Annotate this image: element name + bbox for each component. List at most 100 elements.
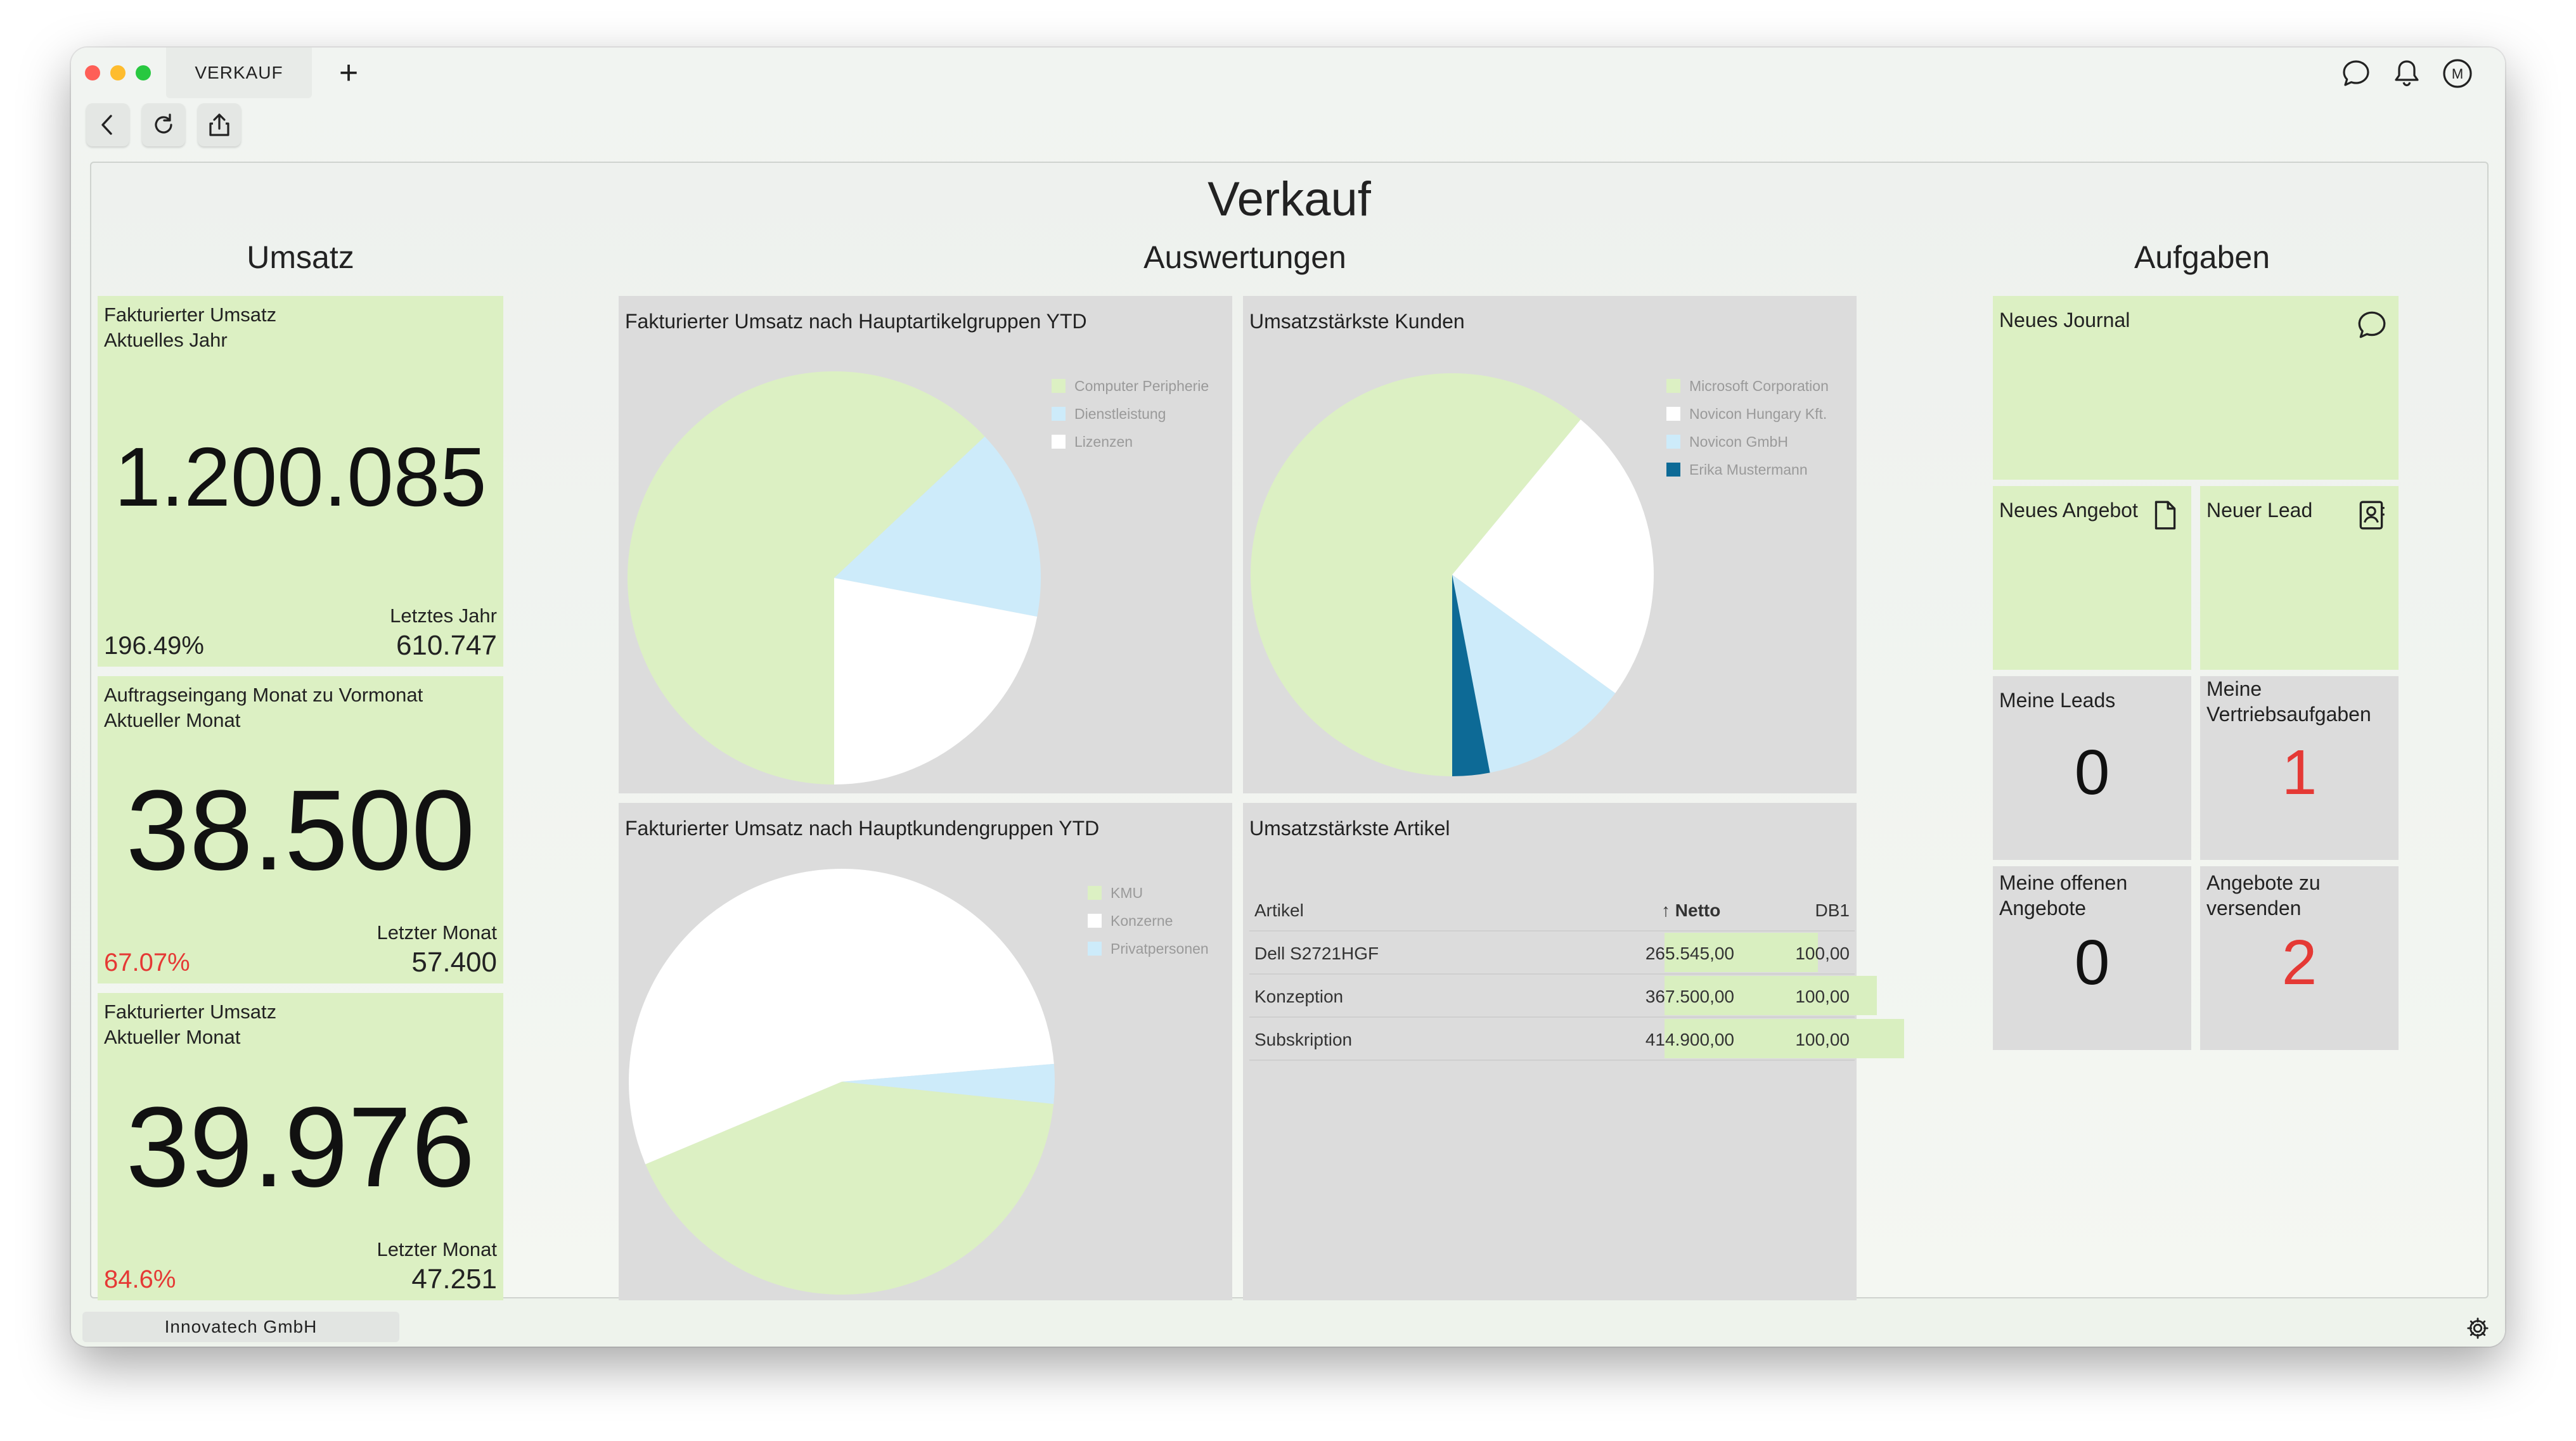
- chart-legend: Microsoft Corporation Novicon Hungary Kf…: [1666, 372, 1829, 484]
- back-icon: [101, 115, 112, 135]
- legend-label: Novicon GmbH: [1689, 433, 1788, 450]
- kpi-compare-label: Letztes Jahr: [390, 605, 497, 627]
- legend-item: Microsoft Corporation: [1666, 372, 1829, 400]
- bell-icon[interactable]: [2391, 58, 2423, 89]
- cell-net: 414.900,00: [1645, 1030, 1734, 1049]
- kpi-label: Fakturierter Umsatz Aktueller Monat: [104, 1001, 277, 1048]
- legend-item: Privatpersonen: [1088, 935, 1209, 963]
- legend-item: Konzerne: [1088, 907, 1209, 935]
- kpi-value: 1.200.085: [114, 430, 487, 523]
- kpi-label: Auftragseingang Monat zu Vormonat Aktuel…: [104, 684, 423, 731]
- cell-db1: 100,00: [1795, 944, 1850, 963]
- kpi-card-revenue-year[interactable]: Fakturierter Umsatz Aktuelles Jahr 1.200…: [98, 296, 503, 667]
- legend-label: Novicon Hungary Kft.: [1689, 405, 1827, 422]
- pie-slice-microsoft-corporation[interactable]: [1250, 373, 1581, 776]
- pie-slice-privatpersonen[interactable]: [842, 1063, 1055, 1105]
- kpi-percent: 196.49%: [104, 632, 204, 660]
- task-offers-to-send[interactable]: Angebote zu versenden 2: [2200, 866, 2399, 1050]
- pie-slice-konzerne[interactable]: [629, 869, 1054, 1165]
- status-bar: Innovatech GmbH: [71, 1309, 2505, 1347]
- table-row[interactable]: Konzeption 367.500,00 100,00: [1249, 975, 1877, 1018]
- kpi-card-order-intake[interactable]: Auftragseingang Monat zu Vormonat Aktuel…: [98, 676, 503, 983]
- pie-slice-erika-mustermann[interactable]: [1452, 575, 1490, 776]
- kpi-percent: 67.07%: [104, 949, 190, 977]
- pie-slice-lizenzen[interactable]: [834, 578, 1038, 785]
- plus-icon[interactable]: +: [338, 54, 359, 91]
- pie-slice-dienstleistung[interactable]: [834, 436, 1041, 617]
- task-my-leads[interactable]: Meine Leads 0: [1993, 676, 2191, 860]
- net-value-bar: [1665, 1019, 1904, 1058]
- table-row[interactable]: Dell S2721HGF 265.545,00 100,00: [1249, 932, 1855, 975]
- cell-article: Subskription: [1254, 1030, 1353, 1049]
- chat-icon[interactable]: [2340, 58, 2372, 89]
- cell-net: 265.545,00: [1645, 944, 1734, 963]
- legend-label: Konzerne: [1111, 912, 1173, 929]
- cell-db1: 100,00: [1795, 1030, 1850, 1049]
- table-row[interactable]: Subskription 414.900,00 100,00: [1249, 1018, 1904, 1061]
- kpi-percent: 84.6%: [104, 1265, 176, 1293]
- kpi-value: 38.500: [126, 767, 475, 894]
- pie-chart-top-customers[interactable]: [1243, 296, 1857, 793]
- legend-item: Computer Peripherie: [1052, 372, 1209, 400]
- user-avatar-icon[interactable]: M: [2442, 58, 2473, 89]
- cell-net: 367.500,00: [1645, 987, 1734, 1006]
- pie-slice-novicon-hungary-kft-[interactable]: [1452, 419, 1654, 693]
- minimize-window-button[interactable]: [110, 65, 126, 80]
- task-label: Meine offenen Angebote: [1999, 871, 2128, 919]
- kpi-card-revenue-month[interactable]: Fakturierter Umsatz Aktueller Monat 39.9…: [98, 993, 503, 1300]
- pie-slice-computer-peripherie[interactable]: [627, 371, 985, 785]
- share-button[interactable]: [198, 103, 241, 146]
- cell-db1: 100,00: [1795, 987, 1850, 1006]
- cell-article: Konzeption: [1254, 987, 1344, 1006]
- page-title: Verkauf: [1208, 172, 1371, 226]
- task-count: 0: [2074, 927, 2110, 998]
- net-value-bar: [1665, 933, 1818, 972]
- column-header-article[interactable]: Artikel: [1254, 900, 1304, 920]
- task-new-journal[interactable]: Neues Journal: [1993, 296, 2399, 480]
- column-header-db1[interactable]: DB1: [1815, 900, 1850, 920]
- pie-slice-novicon-gmbh[interactable]: [1452, 575, 1616, 773]
- share-icon: [209, 113, 229, 136]
- company-name: Innovatech GmbH: [164, 1317, 318, 1336]
- task-my-open-offers[interactable]: Meine offenen Angebote 0: [1993, 866, 2191, 1050]
- chart-panel-customer-groups: Fakturierter Umsatz nach Hauptkundengrup…: [619, 803, 1232, 1300]
- kpi-compare-label: Letzter Monat: [377, 1238, 497, 1260]
- task-count: 0: [2074, 737, 2110, 808]
- pie-chart-customer-groups[interactable]: [619, 803, 1232, 1300]
- task-my-sales-tasks[interactable]: Meine Vertriebsaufgaben 1: [2200, 676, 2399, 860]
- chart-title: Umsatzstärkste Kunden: [1249, 310, 1465, 333]
- app-window: VERKAUF + M: [71, 48, 2505, 1347]
- legend-label: Computer Peripherie: [1074, 377, 1209, 394]
- company-selector[interactable]: Innovatech GmbH: [82, 1312, 399, 1342]
- kpi-label: Fakturierter Umsatz Aktuelles Jahr: [104, 304, 277, 351]
- legend-label: Microsoft Corporation: [1689, 377, 1829, 394]
- legend-label: Erika Mustermann: [1689, 461, 1808, 478]
- task-label: Angebote zu versenden: [2206, 871, 2321, 919]
- chart-panel-article-groups: Fakturierter Umsatz nach Hauptartikelgru…: [619, 296, 1232, 793]
- tab-verkauf[interactable]: VERKAUF: [166, 48, 312, 98]
- toolbar: [71, 103, 2505, 154]
- close-window-button[interactable]: [85, 65, 100, 80]
- legend-label: KMU: [1111, 884, 1143, 901]
- column-header-net[interactable]: ↑ Netto: [1661, 900, 1721, 920]
- task-label: Meine Vertriebsaufgaben: [2206, 677, 2371, 726]
- task-label: Neues Journal: [1999, 309, 2130, 331]
- kpi-compare-value: 57.400: [411, 947, 497, 978]
- gear-icon[interactable]: [2466, 1316, 2490, 1340]
- chart-title: Fakturierter Umsatz nach Hauptartikelgru…: [625, 310, 1087, 333]
- pie-slice-kmu[interactable]: [645, 1082, 1054, 1295]
- chart-title: Fakturierter Umsatz nach Hauptkundengrup…: [625, 817, 1100, 840]
- kpi-compare-value: 610.747: [396, 630, 497, 661]
- tab-label: VERKAUF: [195, 63, 283, 82]
- pie-chart-article-groups[interactable]: [619, 296, 1232, 793]
- top-articles-table: Artikel ↑ Netto DB1 Dell S2721HGF 265.54…: [1249, 888, 1904, 1061]
- legend-label: Lizenzen: [1074, 433, 1133, 450]
- reload-button[interactable]: [142, 103, 185, 146]
- dashboard: Verkauf Umsatz Auswertungen Aufgaben Fak…: [90, 162, 2489, 1300]
- maximize-window-button[interactable]: [136, 65, 151, 80]
- back-button[interactable]: [86, 103, 129, 146]
- task-new-offer[interactable]: Neues Angebot: [1993, 486, 2191, 670]
- task-new-lead[interactable]: Neuer Lead: [2200, 486, 2399, 670]
- chart-panel-top-customers: Umsatzstärkste Kunden Microsoft Corporat…: [1243, 296, 1857, 793]
- cell-article: Dell S2721HGF: [1254, 944, 1379, 963]
